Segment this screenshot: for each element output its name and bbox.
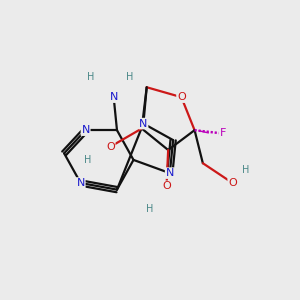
Text: O: O <box>162 181 171 191</box>
Text: O: O <box>228 178 237 188</box>
Text: H: H <box>127 72 134 82</box>
Text: N: N <box>76 178 85 188</box>
Text: N: N <box>110 92 118 102</box>
Text: H: H <box>84 155 91 165</box>
Text: O: O <box>106 142 115 152</box>
Text: O: O <box>177 92 186 102</box>
Text: H: H <box>146 204 154 214</box>
Text: F: F <box>220 128 226 139</box>
Text: H: H <box>242 165 250 175</box>
Text: N: N <box>166 168 174 178</box>
Text: H: H <box>87 72 94 82</box>
Text: N: N <box>81 125 90 135</box>
Text: N: N <box>139 118 148 129</box>
